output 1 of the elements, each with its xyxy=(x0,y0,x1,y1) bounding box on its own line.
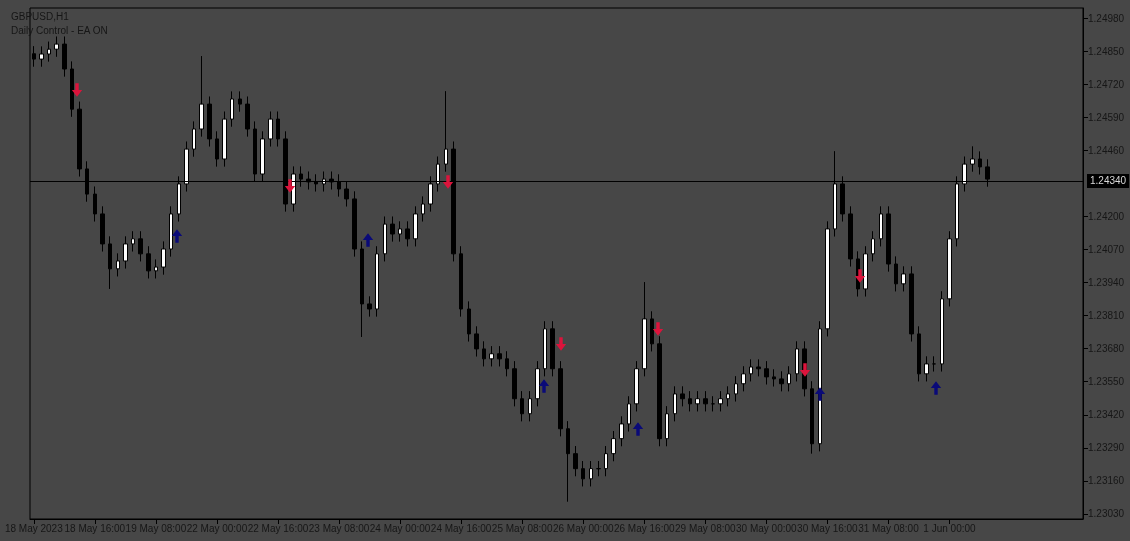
ref-line-label: 1.24340 xyxy=(1090,175,1127,187)
